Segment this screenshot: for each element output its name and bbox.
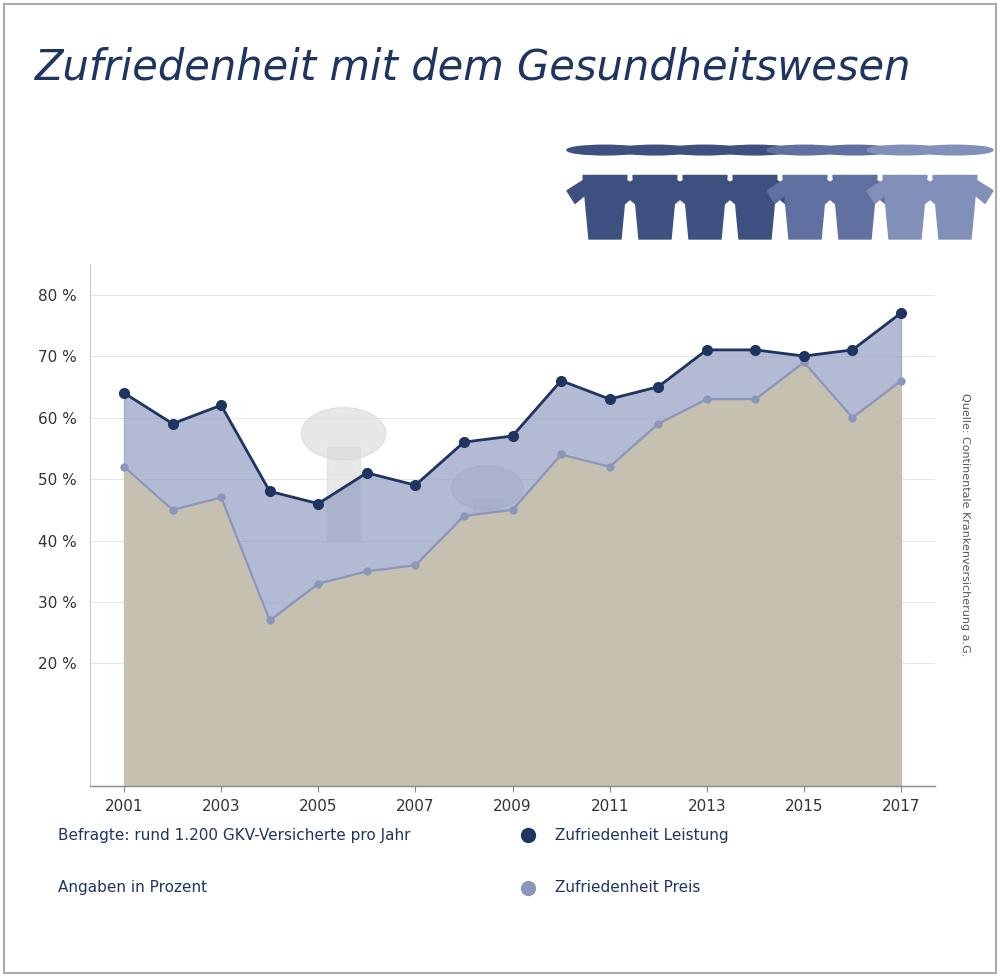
Circle shape (451, 466, 523, 510)
Polygon shape (883, 176, 927, 239)
Text: Angaben in Prozent: Angaben in Prozent (58, 880, 207, 895)
Polygon shape (667, 181, 687, 203)
Polygon shape (567, 181, 587, 203)
Circle shape (867, 146, 943, 155)
Circle shape (601, 519, 660, 555)
Polygon shape (933, 176, 977, 239)
Polygon shape (823, 181, 843, 203)
Text: Zufriedenheit Preis: Zufriedenheit Preis (555, 880, 700, 895)
Bar (757, 588, 775, 640)
Polygon shape (583, 176, 627, 239)
Polygon shape (673, 181, 693, 203)
Text: Wie zufrieden sind gesetzlich Krankenversicherte: Wie zufrieden sind gesetzlich Krankenver… (40, 152, 555, 173)
Polygon shape (873, 181, 893, 203)
Circle shape (817, 146, 893, 155)
Circle shape (917, 146, 993, 155)
Text: Befragte: rund 1.200 GKV-Versicherte pro Jahr: Befragte: rund 1.200 GKV-Versicherte pro… (58, 828, 410, 842)
Polygon shape (683, 176, 727, 239)
Bar (473, 499, 502, 579)
Circle shape (301, 407, 386, 460)
Text: Zufriedenheit mit dem Gesundheitswesen: Zufriedenheit mit dem Gesundheitswesen (35, 46, 912, 88)
Polygon shape (973, 181, 993, 203)
Text: Zufriedenheit Leistung: Zufriedenheit Leistung (555, 828, 728, 842)
Polygon shape (917, 181, 937, 203)
Polygon shape (633, 176, 677, 239)
Bar (619, 546, 643, 612)
Circle shape (717, 146, 793, 155)
Polygon shape (773, 181, 793, 203)
Bar (327, 446, 360, 541)
Polygon shape (717, 181, 737, 203)
Polygon shape (623, 181, 643, 203)
Polygon shape (867, 181, 887, 203)
Circle shape (617, 146, 693, 155)
Circle shape (743, 567, 789, 595)
Polygon shape (923, 181, 943, 203)
Polygon shape (767, 181, 787, 203)
Circle shape (767, 146, 843, 155)
Text: Quelle: Continentale Krankenversicherung a.G.: Quelle: Continentale Krankenversicherung… (960, 394, 970, 657)
Polygon shape (733, 176, 777, 239)
Polygon shape (617, 181, 637, 203)
Text: mit der Versorgung durch das Gesundheitswesen?: mit der Versorgung durch das Gesundheits… (40, 203, 565, 224)
Polygon shape (783, 176, 827, 239)
Circle shape (667, 146, 743, 155)
Polygon shape (817, 181, 837, 203)
Polygon shape (833, 176, 877, 239)
Polygon shape (723, 181, 743, 203)
Circle shape (567, 146, 643, 155)
